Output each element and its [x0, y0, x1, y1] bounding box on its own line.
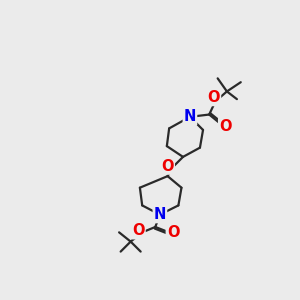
Text: O: O [208, 90, 220, 105]
Text: O: O [161, 159, 174, 174]
Text: O: O [167, 225, 179, 240]
Text: O: O [132, 223, 145, 238]
Text: N: N [184, 109, 196, 124]
Text: N: N [154, 207, 166, 222]
Text: O: O [219, 118, 232, 134]
